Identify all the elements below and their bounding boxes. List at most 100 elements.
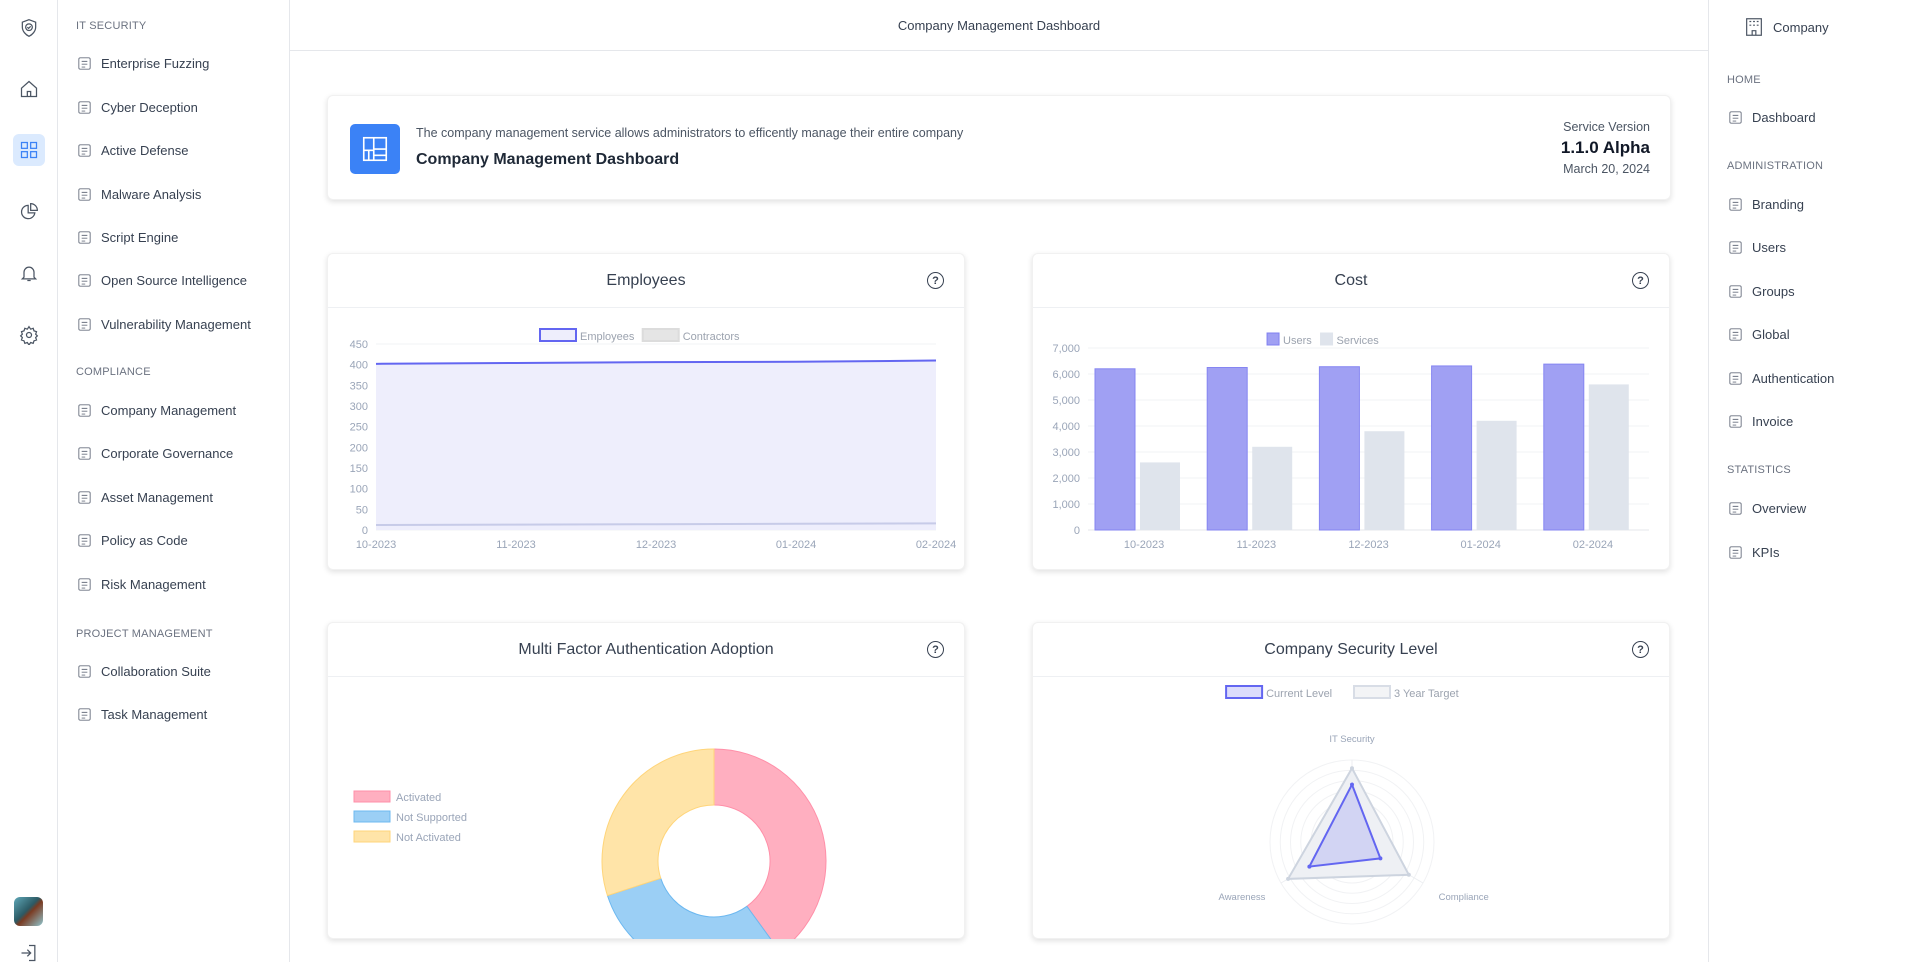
left-sidebar: IT SECURITY Enterprise Fuzzing Cyber Decep… <box>58 0 290 962</box>
help-icon[interactable]: ? <box>927 641 944 658</box>
legend-label: Current Level <box>1266 688 1332 700</box>
legend-swatch <box>641 328 680 342</box>
nav-item-label: Global <box>1752 326 1790 342</box>
y-tick-label: 150 <box>350 463 368 475</box>
bar-services <box>1252 446 1293 530</box>
mfa-chart: Activated Not Supported Not Activated <box>353 748 827 939</box>
company-management-icon <box>76 402 93 419</box>
nav-item-dashboard[interactable]: Dashboard <box>1727 106 1816 128</box>
y-tick-label: 200 <box>350 442 368 454</box>
service-description: The company management service allows ad… <box>416 126 964 140</box>
dashboard-logo-icon <box>350 124 400 174</box>
vulnerability-management-icon <box>76 316 93 333</box>
radar-point-3-year-target <box>1286 876 1291 881</box>
bar-users <box>1206 367 1248 531</box>
employees-area <box>376 360 936 530</box>
bar-users <box>1543 363 1585 531</box>
nav-item-script-engine[interactable]: Script Engine <box>76 226 178 248</box>
right-sidebar: Company HOME Dashboard ADMINISTRATION Brand… <box>1708 0 1920 962</box>
y-tick-label: 50 <box>356 504 368 516</box>
nav-item-branding[interactable]: Branding <box>1727 193 1804 215</box>
y-tick-label: 3,000 <box>1052 447 1080 459</box>
dashboard-icon <box>1727 109 1744 126</box>
legend-swatch <box>353 790 391 803</box>
nav-item-corporate-governance[interactable]: Corporate Governance <box>76 442 233 464</box>
help-icon[interactable]: ? <box>1632 641 1649 658</box>
section-statistics: STATISTICS <box>1727 464 1791 476</box>
pie-chart-icon[interactable] <box>14 197 44 227</box>
overview-icon <box>1727 500 1744 517</box>
card-title: Employees <box>606 271 686 289</box>
avatar[interactable] <box>14 897 43 926</box>
home-icon[interactable] <box>14 74 44 104</box>
y-tick-label: 100 <box>350 484 368 496</box>
x-tick-label: 12-2023 <box>636 539 676 551</box>
section-home: HOME <box>1727 74 1761 86</box>
nav-item-asset-management[interactable]: Asset Management <box>76 486 213 508</box>
help-icon[interactable]: ? <box>1632 272 1649 289</box>
nav-item-open-source-intelligence[interactable]: Open Source Intelligence <box>76 269 247 291</box>
radar-axis-label: IT Security <box>1329 734 1374 745</box>
nav-item-enterprise-fuzzing[interactable]: Enterprise Fuzzing <box>76 52 209 74</box>
bell-icon[interactable] <box>14 258 44 288</box>
nav-item-authentication[interactable]: Authentication <box>1727 367 1834 389</box>
logout-icon[interactable] <box>14 938 44 968</box>
nav-item-company-management[interactable]: Company Management <box>76 399 236 421</box>
y-tick-label: 5,000 <box>1052 395 1080 407</box>
nav-item-cyber-deception[interactable]: Cyber Deception <box>76 96 198 118</box>
nav-item-vulnerability-management[interactable]: Vulnerability Management <box>76 313 251 335</box>
bar-services <box>1140 462 1180 530</box>
shield-logo-icon[interactable] <box>14 13 44 43</box>
cyber-deception-icon <box>76 99 93 116</box>
nav-item-label: Branding <box>1752 196 1805 212</box>
nav-item-kpis[interactable]: KPIs <box>1727 541 1779 563</box>
nav-item-groups[interactable]: Groups <box>1727 280 1795 302</box>
nav-item-malware-analysis[interactable]: Malware Analysis <box>76 183 201 205</box>
legend-swatch <box>1225 685 1264 699</box>
script-engine-icon <box>76 229 93 246</box>
nav-item-overview[interactable]: Overview <box>1727 497 1806 519</box>
radar-axis-label: Awareness <box>1219 892 1266 903</box>
bar-users <box>1318 366 1360 531</box>
version-label: Service Version <box>1563 120 1650 134</box>
section-compliance: COMPLIANCE <box>76 366 151 378</box>
radar-point-current-level <box>1378 856 1383 861</box>
nav-item-label: Groups <box>1752 283 1795 299</box>
company-selector[interactable]: Company <box>1743 16 1829 38</box>
y-tick-label: 1,000 <box>1052 499 1080 511</box>
bar-users <box>1094 368 1136 531</box>
legend-swatch <box>353 830 391 843</box>
branding-icon <box>1727 196 1744 213</box>
help-icon[interactable]: ? <box>927 272 944 289</box>
nav-item-label: Collaboration Suite <box>101 663 211 679</box>
nav-item-invoice[interactable]: Invoice <box>1727 410 1793 432</box>
radar-point-3-year-target <box>1406 872 1411 877</box>
x-tick-label: 01-2024 <box>1461 539 1501 551</box>
employees-card: Employees? Employees Contractors 0 50 100 150… <box>327 253 965 570</box>
nav-item-active-defense[interactable]: Active Defense <box>76 139 188 161</box>
nav-item-label: Invoice <box>1752 413 1794 429</box>
radar-point-current-level <box>1350 782 1354 787</box>
nav-item-global[interactable]: Global <box>1727 323 1790 345</box>
nav-item-collaboration-suite[interactable]: Collaboration Suite <box>76 660 211 682</box>
bar-users <box>1431 365 1473 531</box>
card-title: Multi Factor Authentication Adoption <box>518 640 774 658</box>
corporate-governance-icon <box>76 445 93 462</box>
contractors-line <box>375 522 937 527</box>
security-level-card: Company Security Level? Current Level 3 Y… <box>1032 622 1670 939</box>
nav-item-policy-as-code[interactable]: Policy as Code <box>76 529 188 551</box>
slice-not-supported <box>606 877 772 939</box>
nav-item-label: Enterprise Fuzzing <box>101 55 210 71</box>
y-tick-label: 400 <box>350 360 368 372</box>
header: Company Management Dashboard <box>290 0 1708 51</box>
nav-item-risk-management[interactable]: Risk Management <box>76 573 206 595</box>
card-title: Cost <box>1334 271 1368 289</box>
x-tick-label: 10-2023 <box>1124 539 1164 551</box>
legend-swatch <box>1266 332 1280 346</box>
gear-icon[interactable] <box>14 320 44 350</box>
radar-current-level <box>1307 782 1382 868</box>
slice-not-activated <box>601 748 715 897</box>
grid-icon[interactable] <box>13 134 45 166</box>
nav-item-task-management[interactable]: Task Management <box>76 703 207 725</box>
nav-item-users[interactable]: Users <box>1727 236 1786 258</box>
